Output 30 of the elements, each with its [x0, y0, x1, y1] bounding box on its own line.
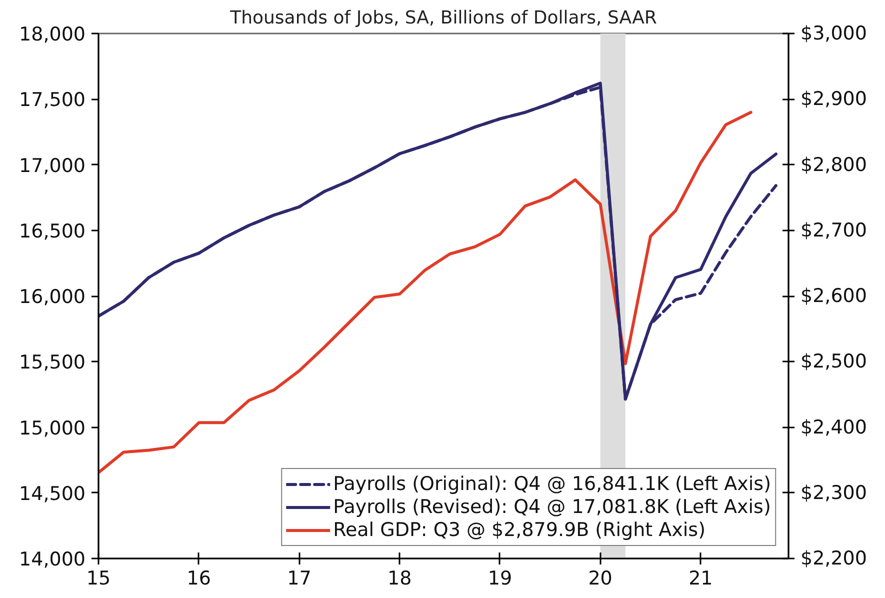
y2-tick-label: $2,900 — [800, 88, 867, 110]
legend-label: Payrolls (Revised): Q4 @ 17,081.8K (Left Axis) — [333, 496, 771, 518]
y-tick-label: 17,500 — [19, 89, 86, 112]
y2-tick-label: $2,400 — [800, 416, 867, 438]
y2-tick-label: $2,200 — [800, 548, 867, 570]
y-tick-label: 16,500 — [19, 220, 86, 242]
y2-tick-label: $3,000 — [800, 22, 867, 44]
y2-tick-label: $2,600 — [800, 285, 867, 307]
legend-label: Payrolls (Original): Q4 @ 16,841.1K (Left Axis) — [333, 473, 771, 495]
y-tick-label: 15,500 — [19, 352, 86, 374]
y2-tick-label: $2,300 — [800, 482, 867, 504]
x-tick-label: 20 — [588, 568, 612, 590]
x-tick-label: 15 — [86, 568, 111, 590]
y-tick-label: 14,000 — [19, 548, 86, 570]
y-tick-label: 16,000 — [19, 286, 86, 308]
x-tick-label: 18 — [388, 568, 412, 590]
y2-tick-label: $2,700 — [800, 219, 867, 242]
x-tick-label: 19 — [488, 568, 512, 590]
legend-label: Real GDP: Q3 @ $2,879.9B (Right Axis) — [333, 519, 706, 541]
y2-tick-label: $2,800 — [800, 154, 867, 176]
y-tick-label: 17,000 — [19, 154, 86, 177]
chart-subtitle: Thousands of Jobs, SA, Billions of Dollars, SAAR — [229, 8, 657, 28]
y2-tick-label: $2,500 — [800, 350, 867, 373]
y-tick-label: 14,500 — [19, 482, 86, 505]
x-tick-label: 21 — [688, 568, 713, 590]
x-tick-label: 16 — [186, 568, 211, 590]
y-tick-label: 15,000 — [19, 417, 86, 440]
line-series — [98, 110, 752, 474]
y-tick-label: 18,000 — [19, 24, 86, 46]
x-tick-label: 17 — [287, 568, 312, 590]
